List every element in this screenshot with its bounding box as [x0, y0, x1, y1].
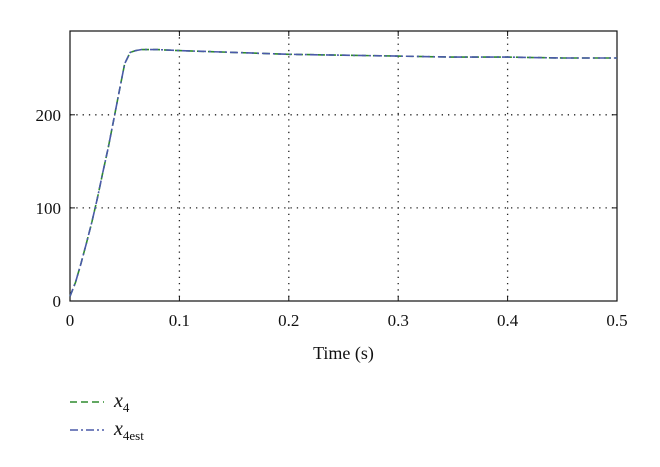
x-tick-label: 0.1: [169, 311, 190, 330]
x-tick-label: 0: [66, 311, 75, 330]
x-tick-label: 0.3: [388, 311, 409, 330]
grid: [70, 31, 617, 301]
x-tick-label: 0.4: [497, 311, 519, 330]
legend-label-base: x: [113, 418, 123, 440]
legend-label-base: x: [113, 390, 123, 412]
y-tick-label: 0: [53, 292, 62, 311]
axis-ticks: 0 0.1 0.2 0.3 0.4 0.5 0 100 200: [36, 31, 628, 330]
y-tick-label: 200: [36, 106, 62, 125]
legend-label-subscript: 4: [123, 400, 130, 415]
legend-label-x4: x4: [113, 390, 130, 415]
series-line-x4est: [69, 48, 617, 297]
y-tick-label: 100: [36, 199, 62, 218]
legend-label-x4est: x4est: [113, 418, 144, 443]
x-axis-title: Time (s): [313, 343, 374, 364]
x-tick-label: 0.2: [278, 311, 299, 330]
x-tick-label: 0.5: [606, 311, 627, 330]
series-lines: [69, 48, 617, 297]
legend-label-subscript: 4est: [123, 428, 144, 443]
series-line-x4: [69, 48, 617, 297]
plot-frame: [69, 30, 618, 302]
